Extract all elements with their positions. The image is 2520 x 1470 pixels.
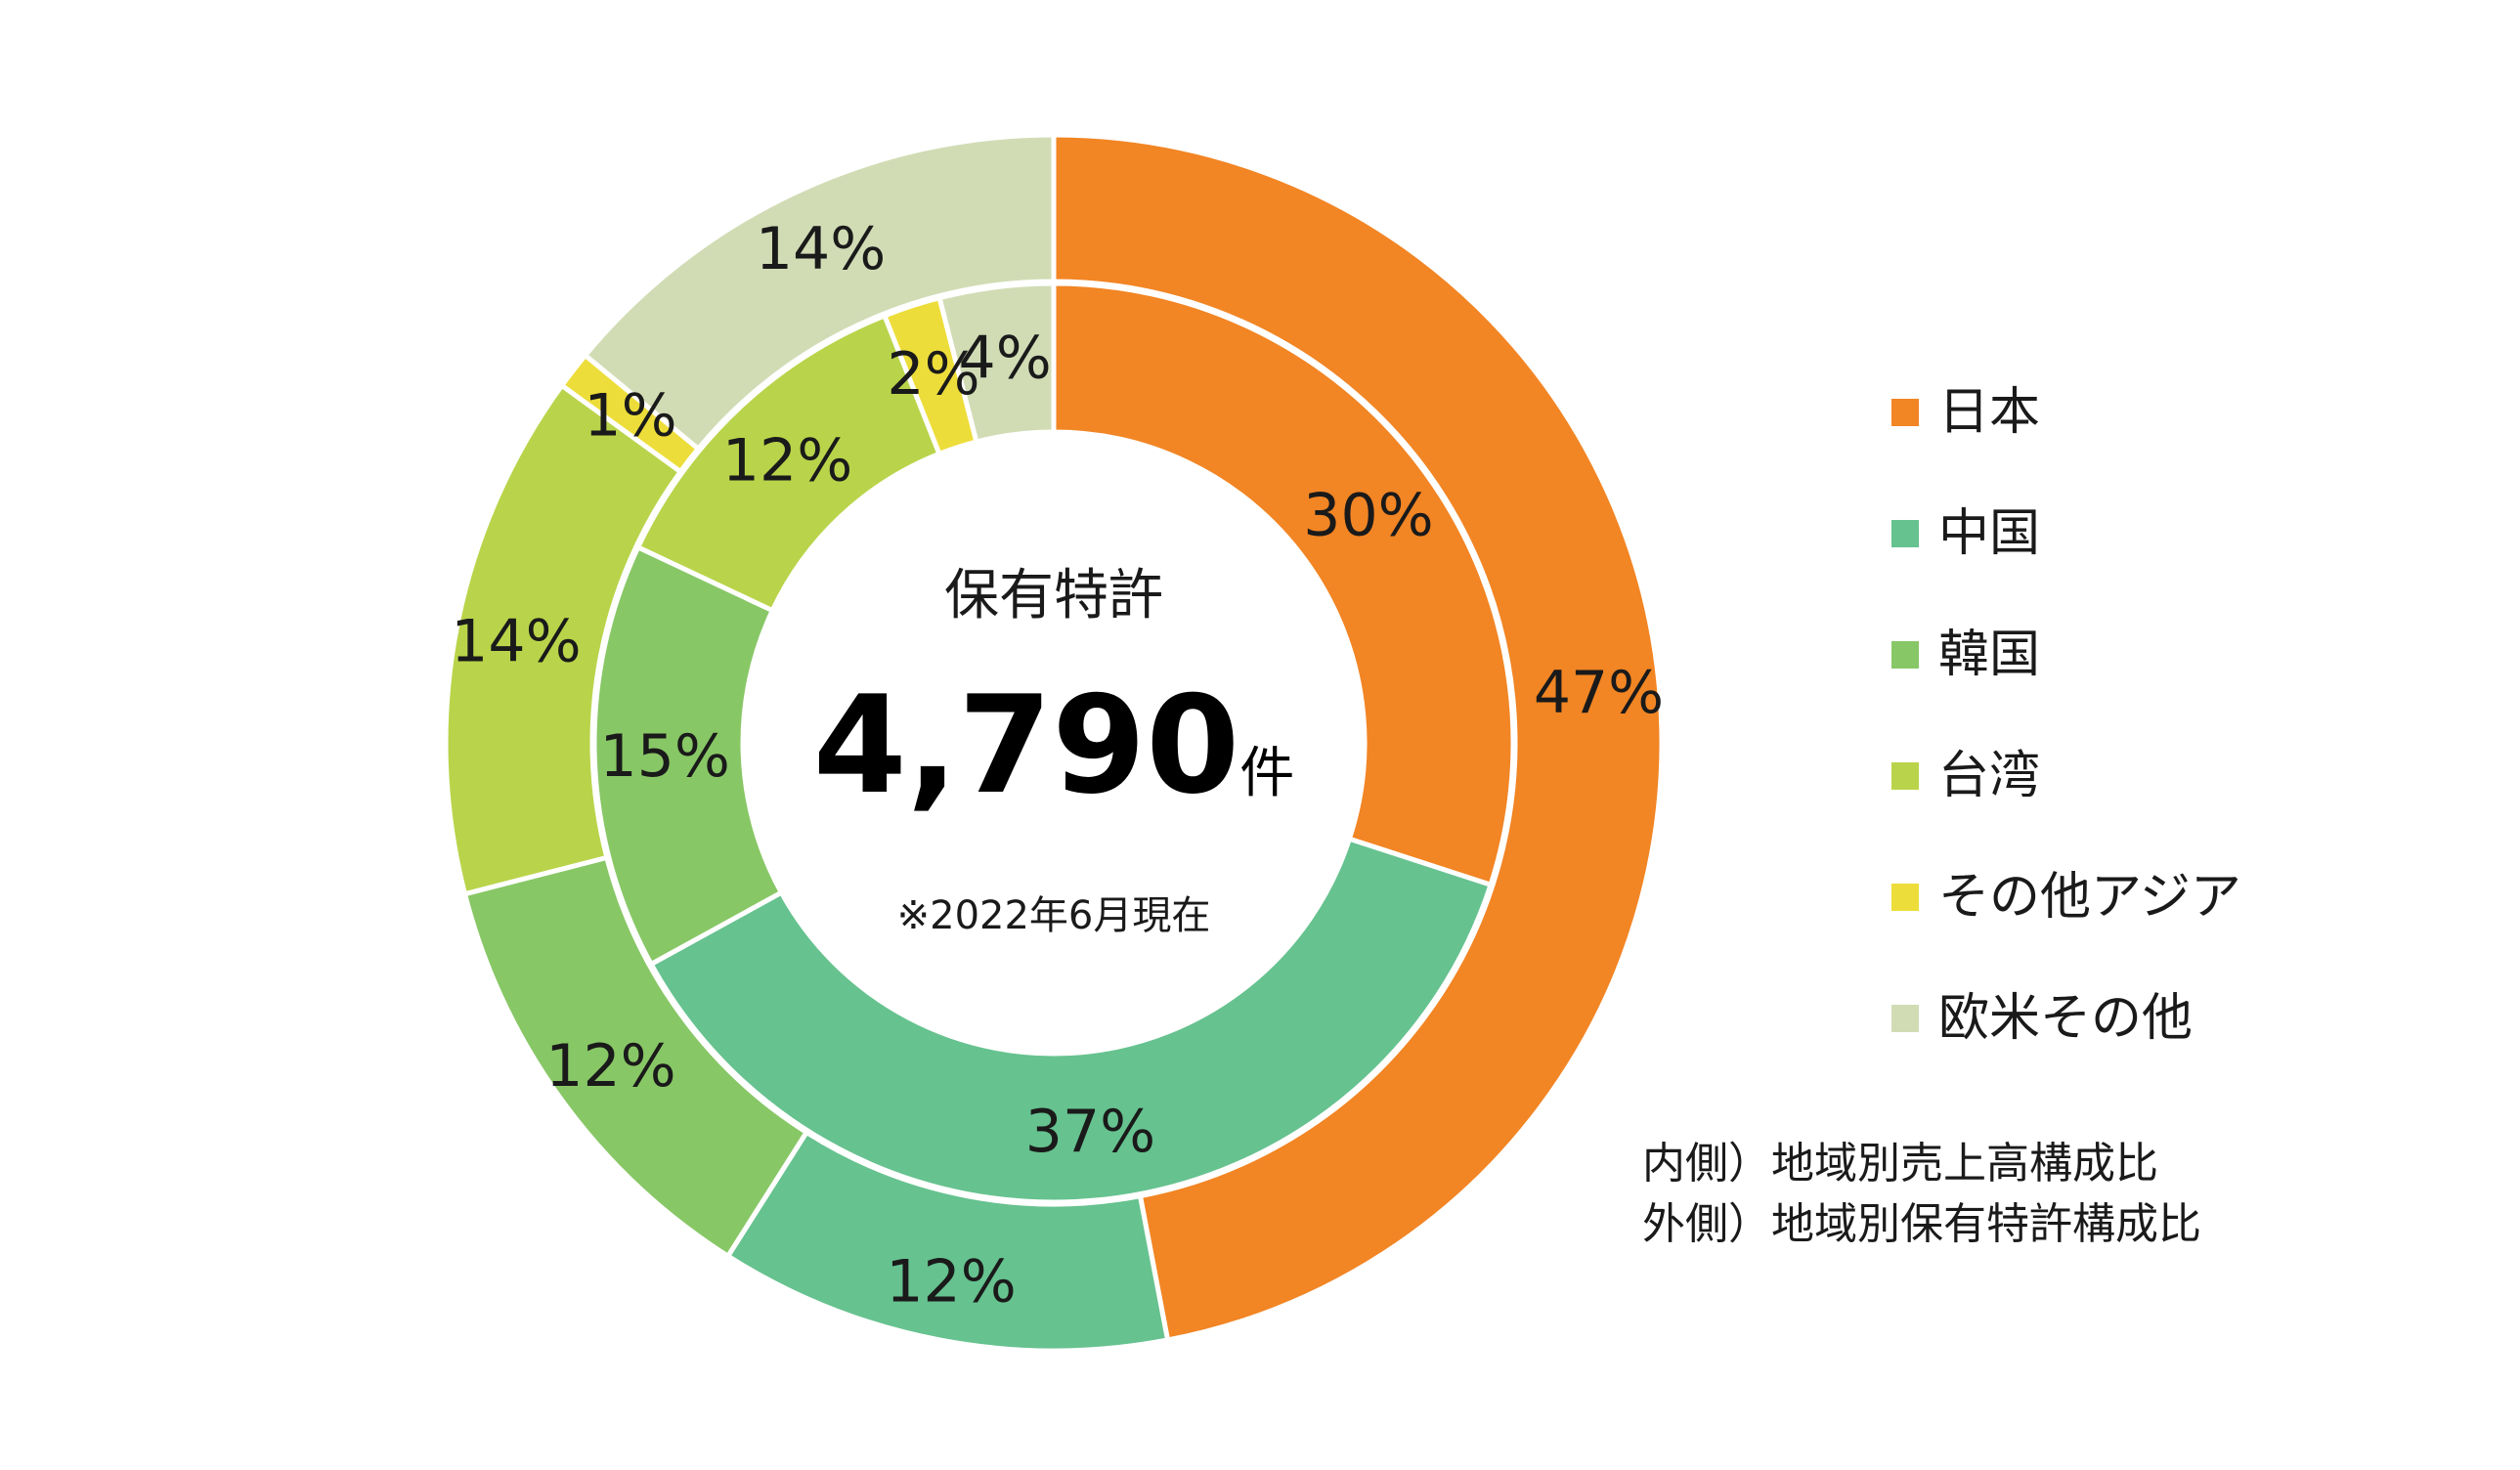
inner-label-europe-us-other: 4% bbox=[959, 324, 1052, 393]
legend-item-europe-us-other: 欧米その他 bbox=[1891, 958, 2241, 1079]
legend-item-other-asia: その他アジア bbox=[1891, 837, 2241, 958]
outer-label-taiwan: 14% bbox=[451, 608, 581, 676]
note-inner-ring: 内側）地域別売上高構成比 bbox=[1642, 1139, 2158, 1189]
legend-label: その他アジア bbox=[1938, 868, 2241, 927]
inner-slice-europe-us-other bbox=[936, 281, 1057, 446]
legend-label: 欧米その他 bbox=[1938, 989, 2194, 1048]
center-value-group: 4,790件 bbox=[813, 667, 1295, 824]
outer-label-japan: 47% bbox=[1534, 659, 1664, 727]
legend-swatch bbox=[1891, 399, 1919, 426]
center-note: ※2022年6月現在 bbox=[897, 893, 1211, 938]
legend-swatch bbox=[1891, 762, 1919, 790]
outer-label-other-asia: 1% bbox=[584, 382, 676, 451]
outer-label-korea: 12% bbox=[545, 1032, 675, 1101]
inner-label-korea: 15% bbox=[600, 722, 730, 791]
legend-label: 台湾 bbox=[1938, 747, 2041, 805]
center-value: 4,790 bbox=[813, 667, 1240, 824]
outer-label-china: 12% bbox=[886, 1248, 1016, 1317]
center-unit: 件 bbox=[1239, 742, 1294, 805]
legend-item-korea: 韓国 bbox=[1891, 594, 2241, 715]
legend-swatch bbox=[1891, 520, 1919, 547]
inner-label-japan: 30% bbox=[1303, 482, 1433, 550]
legend-swatch bbox=[1891, 884, 1919, 911]
inner-slice-china bbox=[647, 836, 1495, 1205]
outer-label-europe-us-other: 14% bbox=[756, 215, 886, 283]
note-outer-ring: 外側）地域別保有特許構成比 bbox=[1642, 1199, 2201, 1249]
inner-label-taiwan: 12% bbox=[722, 426, 852, 495]
legend-swatch bbox=[1891, 1005, 1919, 1032]
inner-slice-japan bbox=[1051, 281, 1516, 888]
legend: 日本 中国 韓国 台湾 その他アジア 欧米その他 bbox=[1891, 352, 2241, 1079]
inner-label-china: 37% bbox=[1025, 1098, 1155, 1166]
inner-label-other-asia: 2% bbox=[887, 340, 979, 409]
center-title: 保有特許 bbox=[944, 564, 1163, 627]
legend-item-china: 中国 bbox=[1891, 473, 2241, 594]
slice-labels: 47% 12% 12% 14% 1% 14% 30% 37% 15% 12% 2%4% bbox=[451, 215, 1664, 1317]
outer-ring bbox=[443, 132, 1665, 1354]
legend-item-japan: 日本 bbox=[1891, 352, 2241, 473]
inner-ring bbox=[591, 281, 1516, 1205]
legend-label: 日本 bbox=[1938, 383, 2041, 442]
legend-item-taiwan: 台湾 bbox=[1891, 715, 2241, 837]
legend-swatch bbox=[1891, 641, 1919, 669]
ring-notes: 内側）地域別売上高構成比 外側）地域別保有特許構成比 bbox=[1642, 1134, 2201, 1255]
legend-label: 韓国 bbox=[1938, 626, 2041, 684]
legend-label: 中国 bbox=[1938, 504, 2041, 563]
